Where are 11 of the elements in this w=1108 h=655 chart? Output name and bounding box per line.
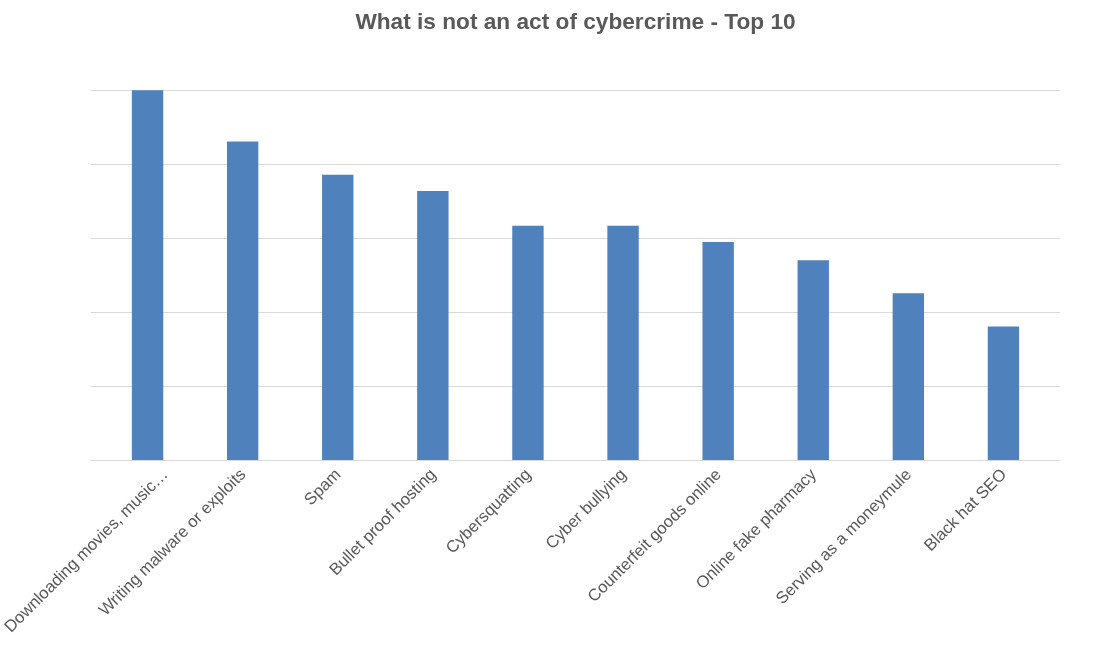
bar: [131, 90, 164, 461]
bar: [987, 326, 1020, 461]
bar: [607, 225, 639, 461]
bar: [892, 293, 925, 461]
bar: [226, 141, 259, 461]
bar: [797, 260, 829, 461]
bar: [322, 174, 354, 461]
bar: [702, 242, 734, 461]
bar: [417, 191, 449, 461]
bar: [512, 225, 544, 461]
chart-title: What is not an act of cybercrime - Top 10: [355, 7, 796, 34]
